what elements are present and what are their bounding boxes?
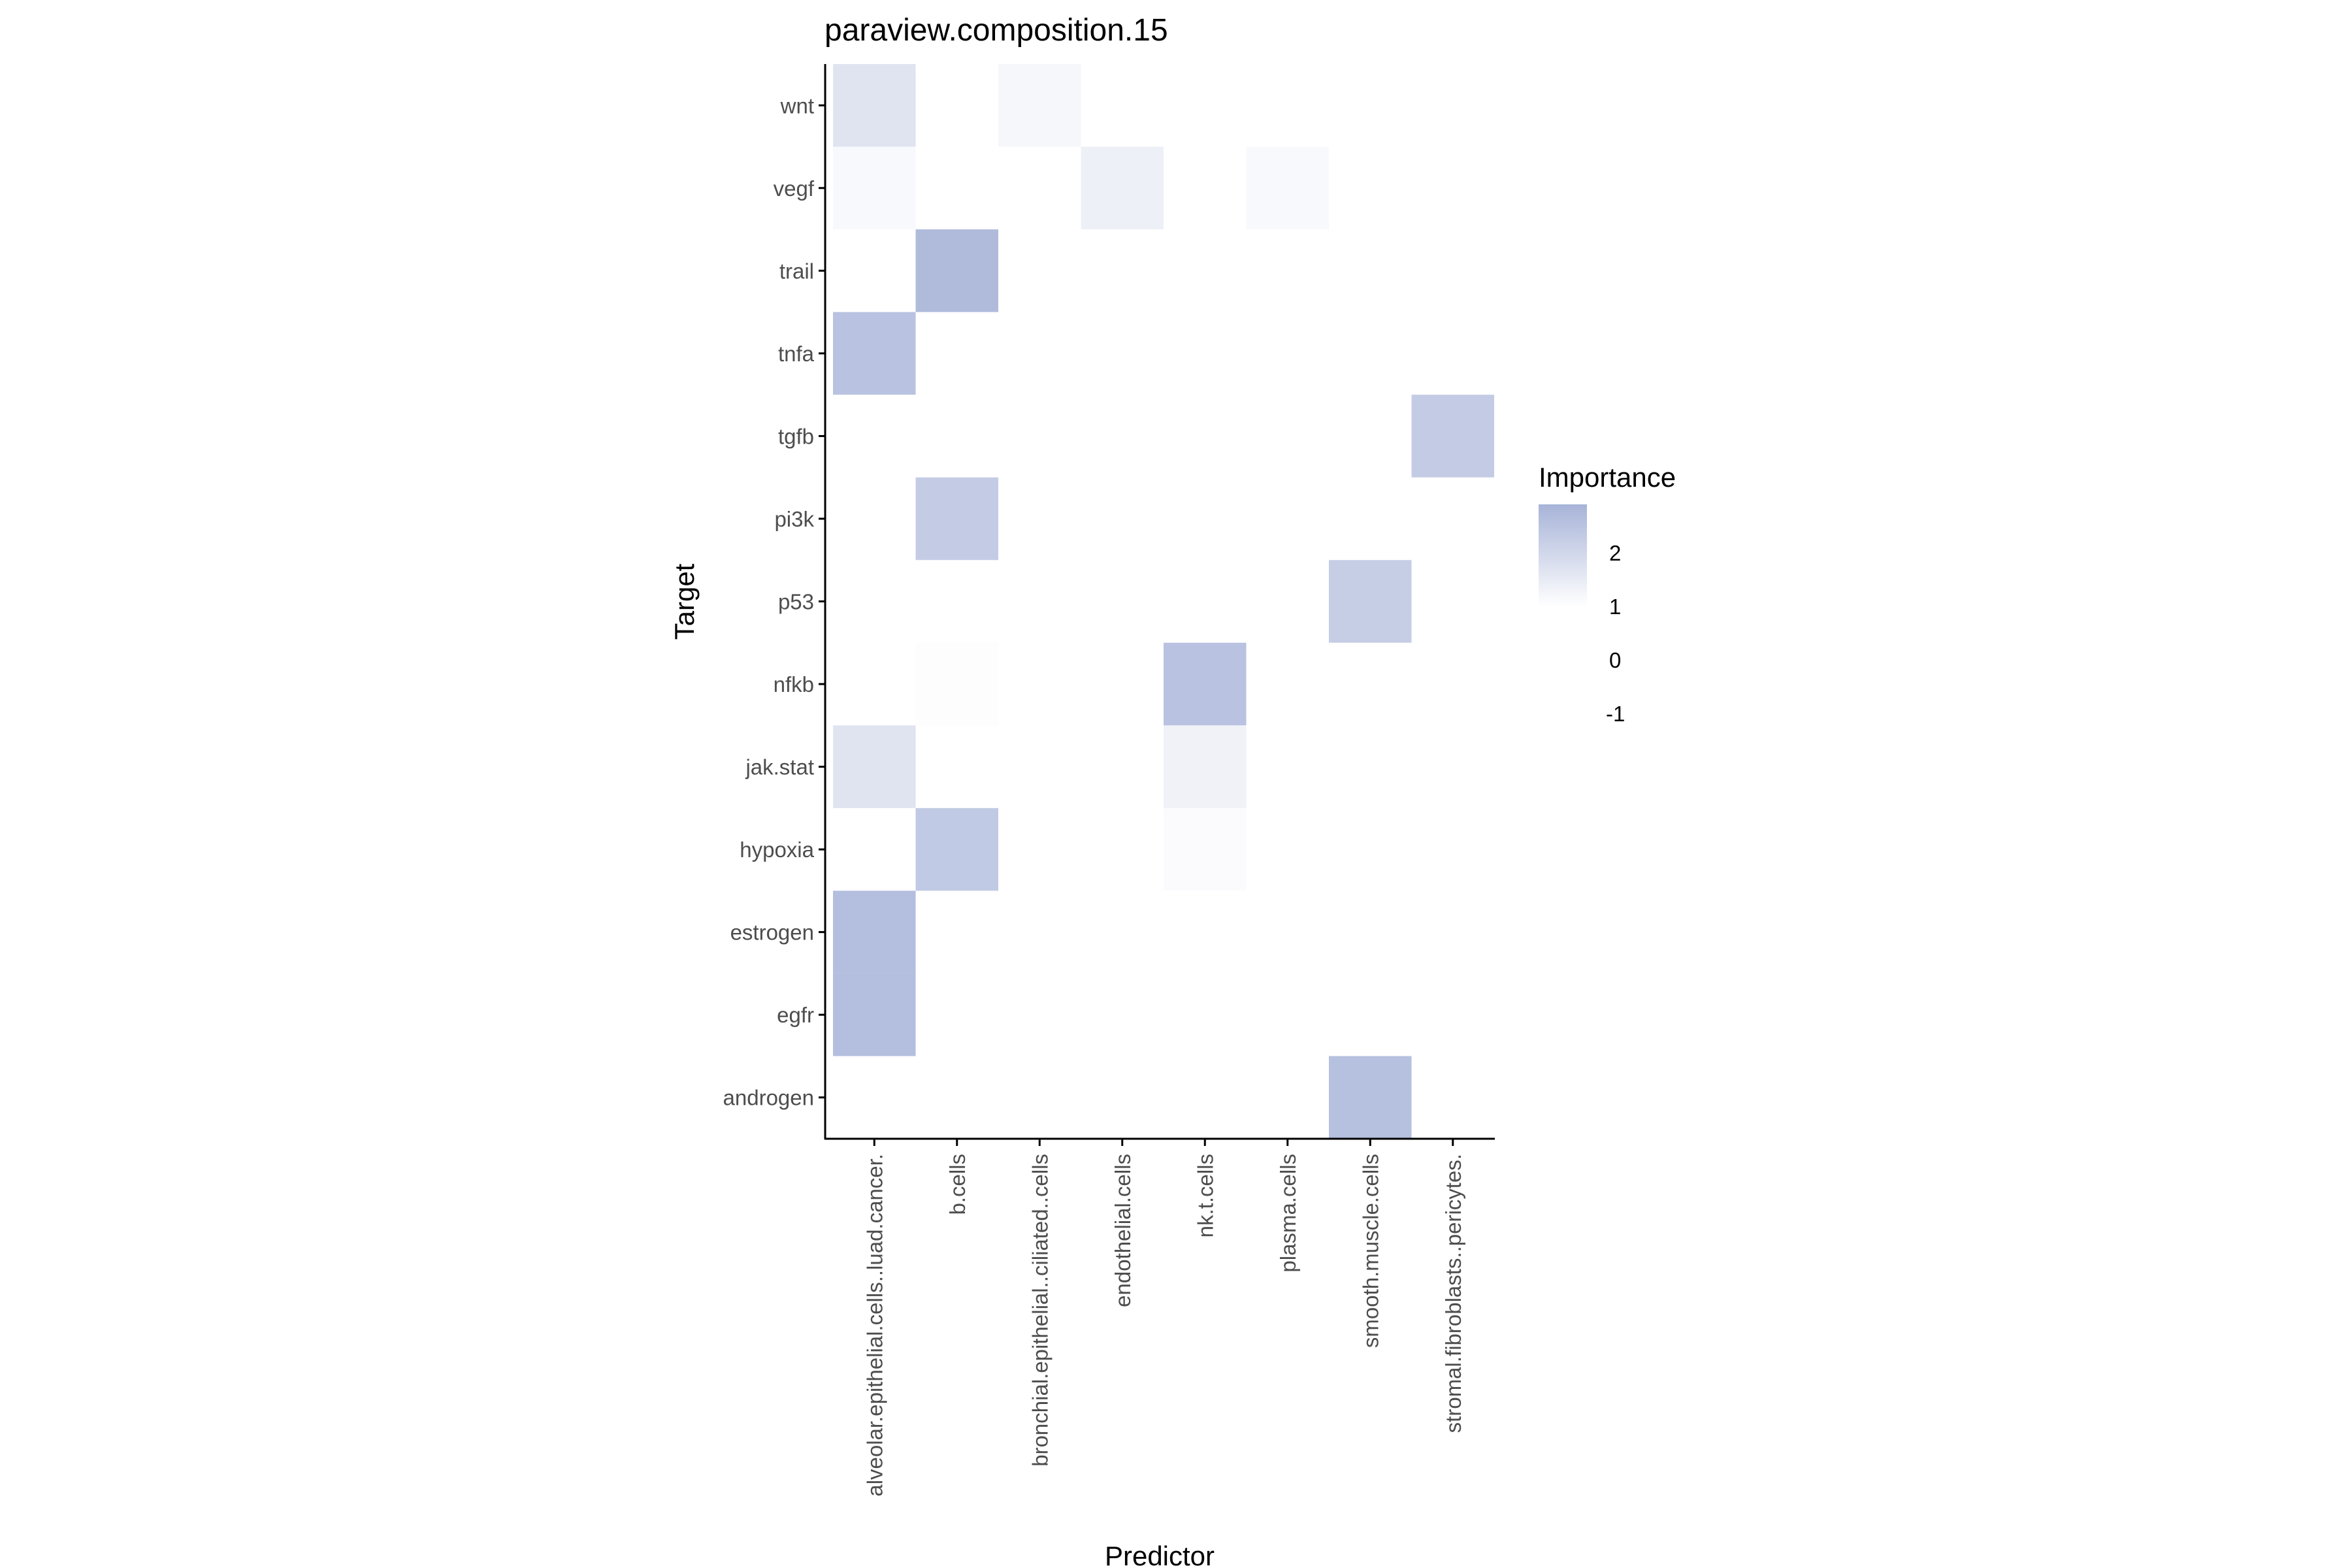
x-tick-label: plasma.cells: [1276, 1154, 1300, 1273]
x-tick-label: endothelial.cells: [1111, 1154, 1135, 1307]
heatmap-cell-vegf-plasma.cells: [1246, 146, 1329, 230]
heatmap-cell-wnt-alveolar.epithelial.cells..luad.cancer.: [833, 64, 916, 147]
x-axis-ticks: alveolar.epithelial.cells..luad.cancer. b…: [862, 1139, 1465, 1497]
y-tick-label: androgen: [723, 1086, 814, 1110]
x-tick-label: stromal.fibroblasts..pericytes.: [1441, 1154, 1465, 1433]
y-tick-label: pi3k: [774, 507, 814, 531]
heatmap-cell-nfkb-nk.t.cells: [1164, 642, 1247, 726]
x-tick-label: smooth.muscle.cells: [1358, 1154, 1382, 1348]
heatmap-cells: [833, 64, 1494, 1139]
y-tick-label: nfkb: [774, 672, 814, 696]
heatmap-cell-estrogen-alveolar.epithelial.cells..luad.cancer.: [833, 890, 916, 973]
y-tick-label: jak.stat: [745, 755, 814, 779]
legend-tick-label: 2: [1609, 541, 1621, 565]
heatmap-cell-nfkb-b.cells: [915, 642, 998, 726]
heatmap-cell-p53-smooth.muscle.cells: [1329, 560, 1412, 643]
heatmap-cell-hypoxia-nk.t.cells: [1164, 808, 1247, 891]
y-tick-label: tgfb: [778, 424, 814, 448]
y-tick-label: egfr: [777, 1003, 814, 1027]
y-tick-label: trail: [779, 259, 814, 283]
y-tick-label: estrogen: [730, 921, 814, 945]
heatmap-cell-hypoxia-b.cells: [915, 808, 998, 891]
x-tick-label: nk.t.cells: [1193, 1154, 1217, 1237]
x-tick-label: alveolar.epithelial.cells..luad.cancer.: [862, 1154, 887, 1497]
heatmap-cell-wnt-bronchial.epithelial..ciliated..cells: [998, 64, 1081, 147]
legend-tick-label: 1: [1609, 595, 1621, 619]
y-axis-title: Target: [669, 563, 700, 640]
chart-title: paraview.composition.15: [825, 13, 1168, 48]
y-tick-label: vegf: [774, 176, 815, 201]
x-tick-label: bronchial.epithelial..ciliated..cells: [1028, 1154, 1052, 1467]
legend-title: Importance: [1539, 462, 1676, 493]
y-tick-label: wnt: [780, 93, 814, 118]
y-axis-ticks: androgen egfr estrogen hypoxia jak.stat nfkb p…: [723, 93, 825, 1110]
heatmap-cell-jak.stat-nk.t.cells: [1164, 725, 1247, 808]
heatmap-cell-egfr-alveolar.epithelial.cells..luad.cancer.: [833, 973, 916, 1056]
legend-labels: 2 1 0 -1: [1606, 541, 1625, 726]
x-axis-title: Predictor: [1105, 1541, 1215, 1568]
y-tick-label: tnfa: [778, 342, 815, 366]
heatmap-cell-vegf-alveolar.epithelial.cells..luad.cancer.: [833, 146, 916, 230]
heatmap-cell-trail-b.cells: [915, 229, 998, 312]
x-tick-label: b.cells: [945, 1154, 970, 1215]
y-tick-label: hypoxia: [740, 838, 814, 862]
heatmap-cell-pi3k-b.cells: [915, 477, 998, 561]
heatmap-cell-tnfa-alveolar.epithelial.cells..luad.cancer.: [833, 312, 916, 395]
heatmap-cell-tgfb-stromal.fibroblasts..pericytes.: [1411, 395, 1494, 478]
heatmap-cell-androgen-smooth.muscle.cells: [1329, 1056, 1412, 1139]
legend-colorbar: [1539, 504, 1587, 606]
legend-tick-label: 0: [1609, 648, 1621, 672]
y-tick-label: p53: [778, 590, 814, 614]
heatmap-cell-jak.stat-alveolar.epithelial.cells..luad.cancer.: [833, 725, 916, 808]
heatmap-cell-vegf-endothelial.cells: [1081, 146, 1164, 230]
legend-tick-label: -1: [1606, 702, 1625, 726]
